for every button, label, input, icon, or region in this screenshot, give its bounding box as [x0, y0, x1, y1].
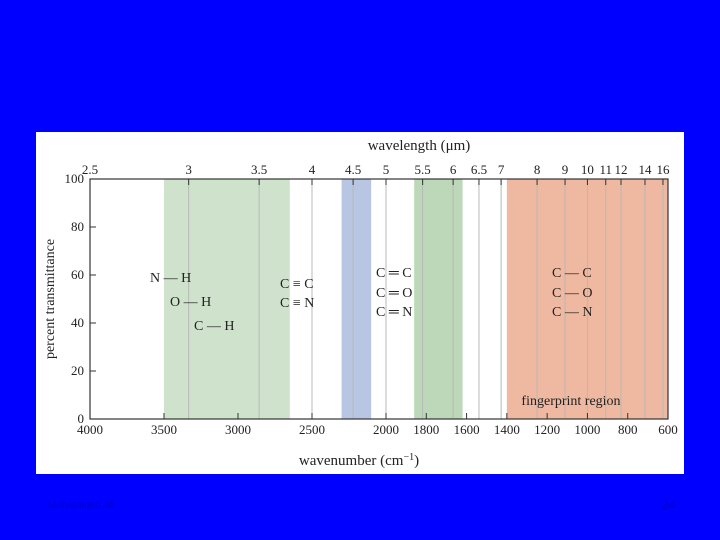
- bottom-tick-label-5: 2000: [373, 422, 399, 437]
- bottom-tick-label-3: 3000: [225, 422, 251, 437]
- fingerprint-region-caption: fingerprint region: [521, 394, 620, 409]
- y-tick-label-3: 40: [71, 315, 84, 330]
- bond-label-nh: N — H: [150, 271, 191, 286]
- top-tick-label-9: 6.5: [471, 162, 487, 177]
- bond-label-c-double-c: C ═ C: [376, 266, 412, 281]
- top-tick-label-11: 8: [534, 162, 541, 177]
- top-tick-label-16: 14: [638, 162, 652, 177]
- top-tick-label-14: 11: [599, 162, 612, 177]
- top-tick-label-8: 6: [450, 162, 457, 177]
- top-tick-label-4: 4: [309, 162, 316, 177]
- top-tick-label-1: 2.5: [82, 162, 98, 177]
- bond-label-c-triple-c: C ≡ C: [280, 277, 314, 292]
- bottom-tick-label-8: 1400: [494, 422, 520, 437]
- bottom-axis-label: wavenumber (cm−1): [299, 452, 419, 469]
- bond-label-c-triple-n: C ≡ N: [280, 296, 314, 311]
- bond-label-c-double-n: C ═ N: [376, 305, 412, 320]
- y-tick-label-4: 60: [71, 267, 84, 282]
- bottom-tick-label-1: 4000: [77, 422, 103, 437]
- y-tick-label-2: 20: [71, 363, 84, 378]
- bond-label-c-single-o: C — O: [552, 286, 592, 301]
- region-band-3: [414, 179, 463, 419]
- top-tick-label-3: 3.5: [251, 162, 267, 177]
- bottom-tick-label-12: 600: [658, 422, 678, 437]
- y-tick-label-5: 80: [71, 219, 84, 234]
- bottom-tick-label-4: 2500: [299, 422, 325, 437]
- top-axis-label: wavelength (μm): [368, 138, 471, 154]
- y-tick-label-1: 0: [78, 411, 85, 426]
- region-band-2: [341, 179, 372, 419]
- top-tick-label-17: 16: [656, 162, 670, 177]
- top-tick-label-6: 5: [383, 162, 390, 177]
- top-tick-label-13: 10: [581, 162, 594, 177]
- bond-label-oh: O — H: [170, 295, 211, 310]
- top-tick-label-12: 9: [562, 162, 569, 177]
- top-tick-label-5: 4.5: [345, 162, 361, 177]
- bond-label-c-single-n: C — N: [552, 305, 592, 320]
- bottom-tick-label-11: 800: [618, 422, 638, 437]
- top-tick-label-2: 3: [185, 162, 192, 177]
- top-tick-label-15: 12: [615, 162, 628, 177]
- top-tick-label-7: 5.5: [414, 162, 430, 177]
- page-number: 24: [662, 498, 676, 512]
- bond-label-c-double-o: C ═ O: [376, 286, 412, 301]
- bottom-tick-label-10: 1000: [574, 422, 600, 437]
- bond-label-c-single-c: C — C: [552, 266, 592, 281]
- region-band-1: [164, 179, 290, 419]
- spectrum-panel: 2.5 3 3.5 4 4.5 5 5.5 6 6.5 7 8 9 10 11 12 14 16 waveleng…: [36, 132, 684, 474]
- plot-frame: [89, 178, 669, 420]
- bottom-tick-label-6: 1800: [413, 422, 439, 437]
- bottom-tick-label-7: 1600: [454, 422, 480, 437]
- footer-author: Mohammed Ali: [48, 500, 115, 511]
- ir-spectrum-diagram: 2.5 3 3.5 4 4.5 5 5.5 6 6.5 7 8 9 10 11 12 14 16 waveleng…: [43, 138, 678, 469]
- bottom-tick-label-2: 3500: [151, 422, 177, 437]
- y-tick-label-6: 100: [65, 171, 85, 186]
- bottom-tick-label-9: 1200: [534, 422, 560, 437]
- bond-label-ch: C — H: [194, 319, 234, 334]
- top-tick-label-10: 7: [498, 162, 505, 177]
- y-axis-label: percent transmittance: [43, 239, 58, 359]
